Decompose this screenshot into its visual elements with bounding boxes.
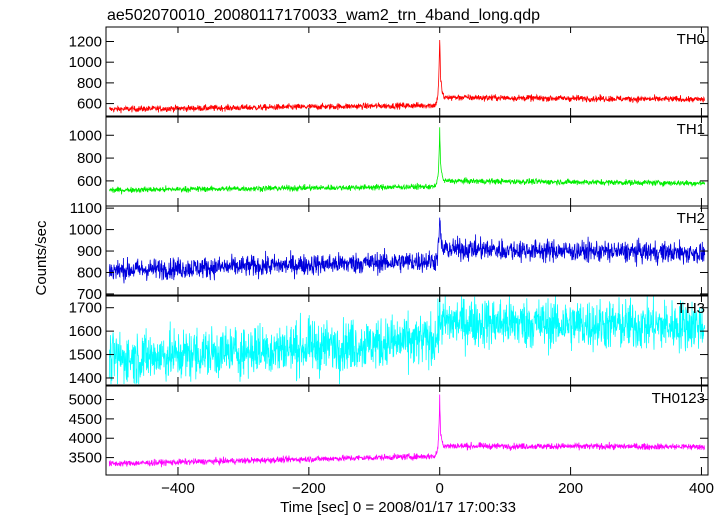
y-tick-label: 1200	[69, 33, 102, 50]
x-tick-label: 400	[689, 480, 714, 497]
series-line-th2	[108, 217, 706, 284]
y-tick-label: 5000	[69, 392, 102, 409]
panel-label-th2: TH2	[677, 210, 705, 227]
x-tick-label: 0	[436, 480, 444, 497]
panel-frame-th0123	[105, 385, 709, 476]
y-tick-label: 1700	[69, 300, 102, 317]
y-tick-label: 1400	[69, 370, 102, 387]
series-line-th3	[108, 296, 706, 385]
y-tick-label: 4000	[69, 430, 102, 447]
y-tick-label: 1600	[69, 323, 102, 340]
series-line-th0123	[108, 394, 706, 468]
y-tick-label: 600	[77, 96, 102, 113]
series-line-th0	[108, 39, 706, 114]
panel-label-th0: TH0	[677, 31, 705, 48]
y-tick-label: 1000	[69, 222, 102, 239]
y-tick-label: 1000	[69, 127, 102, 144]
y-tick-label: 900	[77, 243, 102, 260]
y-tick-label: 1000	[69, 54, 102, 71]
panel-label-th1: TH1	[677, 121, 705, 138]
y-tick-label: 3500	[69, 450, 102, 467]
y-tick-label: 800	[77, 264, 102, 281]
x-axis-label: Time [sec] 0 = 2008/01/17 17:00:33	[280, 499, 516, 516]
series-line-th1	[108, 127, 706, 195]
y-tick-label: 800	[77, 75, 102, 92]
y-tick-label: 800	[77, 150, 102, 167]
panel-label-th0123: TH0123	[652, 390, 705, 407]
panel-label-th3: TH3	[677, 300, 705, 317]
chart-title: ae502070010_20080117170033_wam2_trn_4ban…	[107, 7, 540, 24]
y-tick-label: 1100	[70, 200, 102, 217]
panel-frame-th1	[105, 116, 709, 207]
y-tick-label: 700	[77, 286, 102, 303]
y-axis-label: Counts/sec	[33, 220, 50, 296]
y-tick-label: 600	[77, 173, 102, 190]
y-tick-label: 1500	[69, 347, 102, 364]
x-tick-label: −200	[292, 480, 326, 497]
y-tick-label: 4500	[69, 411, 102, 428]
x-tick-label: −400	[161, 480, 195, 497]
panel-frame-th0	[105, 26, 709, 117]
panel-frame-th2	[105, 205, 709, 296]
panels-group: TH0 600 800 1000 1200 TH1 600 800 1000 TH2 700 800 9…	[69, 26, 714, 497]
panel-frame-th3	[105, 295, 709, 386]
x-tick-label: 200	[558, 480, 583, 497]
